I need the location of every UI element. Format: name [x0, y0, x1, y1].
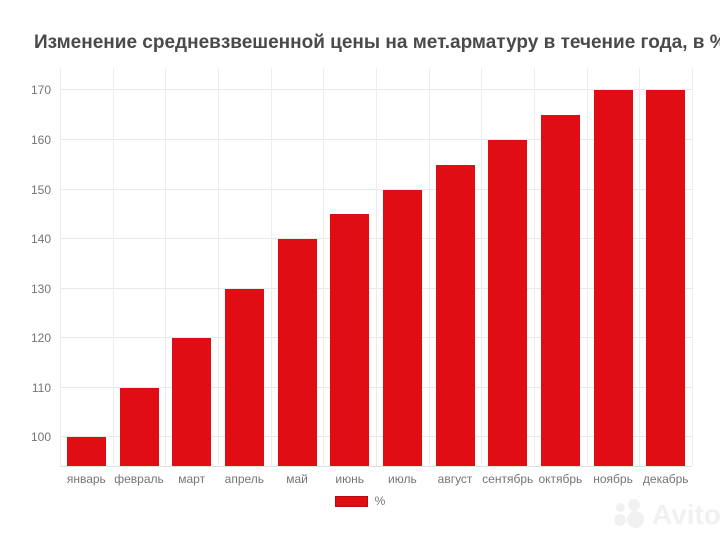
- x-axis-category-label: июль: [388, 472, 417, 486]
- bar-slot: [639, 68, 692, 466]
- gridline-vertical: [639, 68, 640, 466]
- gridline-vertical: [376, 68, 377, 466]
- y-axis-tick-label: 160: [30, 132, 51, 147]
- x-axis-category-label: сентябрь: [482, 472, 534, 486]
- gridline-vertical: [323, 68, 324, 466]
- bar-август: [435, 164, 475, 466]
- avito-logo-circle: [627, 511, 644, 528]
- x-axis-category-label: август: [437, 472, 473, 486]
- x-axis-category-label: февраль: [114, 472, 164, 486]
- bar-апрель: [224, 288, 264, 466]
- gridline-vertical: [113, 68, 114, 466]
- gridline-vertical: [271, 68, 272, 466]
- bar-декабрь: [646, 90, 686, 466]
- bar-январь: [66, 437, 106, 466]
- x-axis-category-label: июнь: [335, 472, 364, 486]
- gridline-vertical: [481, 68, 482, 466]
- bar-slot: [113, 68, 166, 466]
- watermark-text: Avito: [652, 499, 720, 530]
- bar-slot: [429, 68, 482, 466]
- legend-swatch-icon: [334, 495, 368, 507]
- gridline-vertical: [587, 68, 588, 466]
- y-axis-tick-label: 130: [30, 281, 51, 296]
- gridline-vertical: [534, 68, 535, 466]
- watermark: Avito: [614, 499, 720, 531]
- x-axis-labels: январь февраль март апрель май июнь июль август…: [60, 472, 692, 486]
- bar-slot: [165, 68, 218, 466]
- avito-logo-circle: [614, 514, 626, 526]
- bar-slot: [271, 68, 324, 466]
- avito-logo-icon: [614, 499, 650, 531]
- x-axis-category-label: март: [178, 472, 206, 486]
- bar-slot: [60, 68, 113, 466]
- plot-area: 100 110 120 130 140 150 160 170: [31, 68, 693, 467]
- bar-июль: [382, 189, 422, 466]
- bar-slot: [218, 68, 271, 466]
- bar-сентябрь: [488, 139, 528, 466]
- gridline-vertical: [218, 68, 219, 466]
- avito-logo-circle: [616, 503, 625, 512]
- y-axis-tick-label: 150: [30, 182, 51, 197]
- gridline-vertical: [429, 68, 430, 466]
- bar-slot: [323, 68, 376, 466]
- bar-март: [172, 338, 212, 466]
- bar-июнь: [330, 214, 370, 466]
- x-axis-category-label: май: [286, 472, 308, 486]
- bars: [60, 68, 692, 466]
- bar-slot: [587, 68, 640, 466]
- bar-февраль: [119, 387, 159, 466]
- x-axis-category-label: декабрь: [642, 472, 689, 486]
- x-axis-category-label: ноябрь: [593, 472, 633, 486]
- gridline-vertical: [165, 68, 166, 466]
- legend-label: %: [374, 494, 386, 508]
- gridline-vertical: [692, 68, 693, 466]
- x-axis-category-label: апрель: [224, 472, 265, 486]
- y-axis-tick-label: 120: [30, 331, 51, 346]
- chart-title: Изменение средневзвешенной цены на мет.а…: [34, 32, 720, 53]
- gridline-vertical: [60, 68, 61, 466]
- y-axis-tick-label: 100: [30, 430, 51, 445]
- x-axis-category-label: январь: [66, 472, 106, 486]
- bar-slot: [481, 68, 534, 466]
- bar-ноябрь: [593, 90, 633, 466]
- y-axis-tick-label: 140: [30, 232, 51, 247]
- bar-май: [277, 239, 317, 466]
- bar-slot: [376, 68, 429, 466]
- x-axis-category-label: октябрь: [538, 472, 583, 486]
- legend: %: [0, 494, 720, 508]
- avito-logo-circle: [628, 499, 640, 511]
- y-axis-tick-label: 170: [30, 83, 51, 98]
- bar-октябрь: [540, 115, 580, 466]
- bar-slot: [534, 68, 587, 466]
- y-axis-tick-label: 110: [31, 380, 51, 395]
